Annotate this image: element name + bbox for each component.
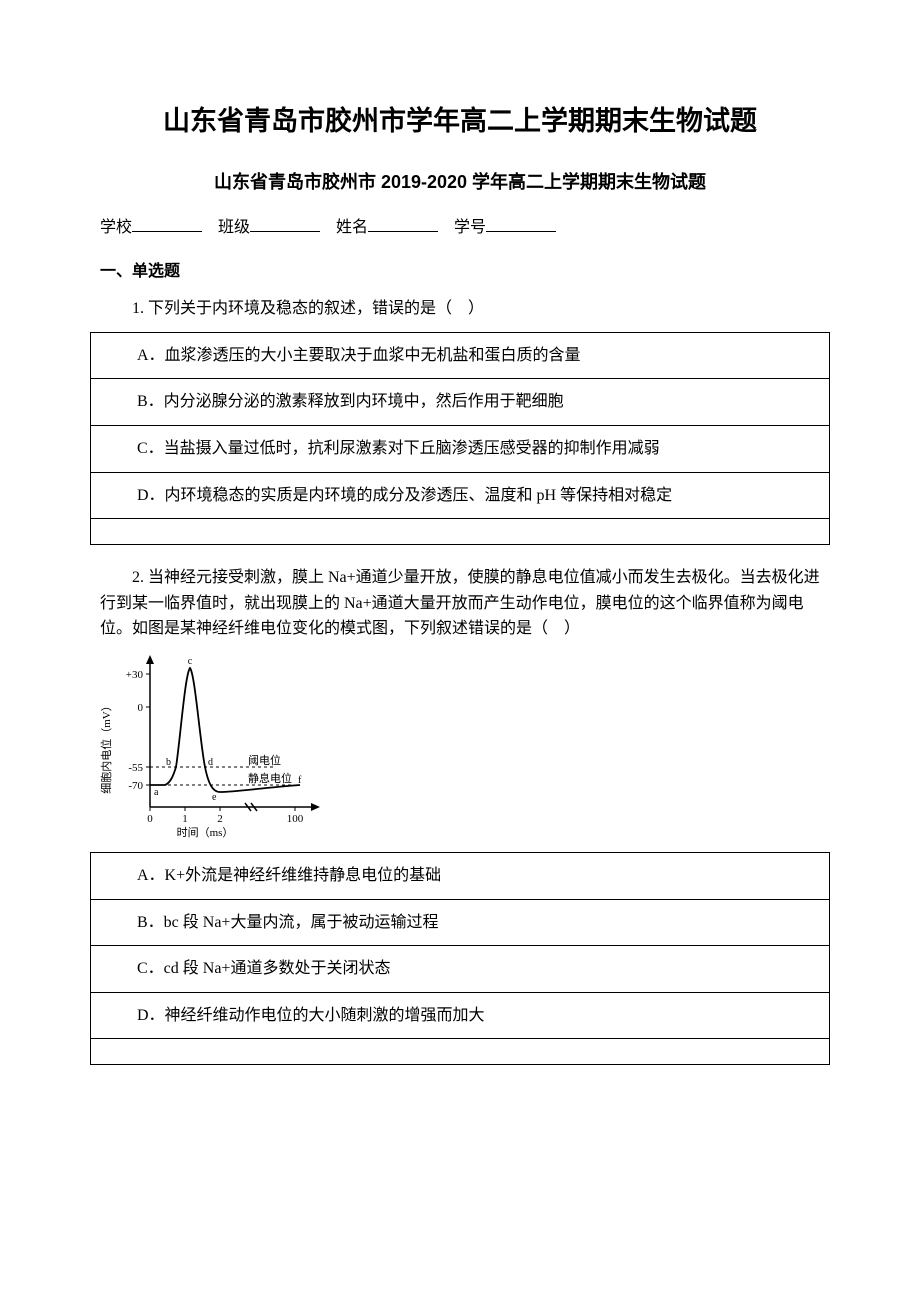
question-1-options: A．血浆渗透压的大小主要取决于血浆中无机盐和蛋白质的含量 B．内分泌腺分泌的激素… — [90, 332, 830, 545]
action-potential-chart: 细胞内电位（mV） +30 0 -55 -70 0 1 2 — [100, 652, 830, 842]
q1-option-a[interactable]: A．血浆渗透压的大小主要取决于血浆中无机盐和蛋白质的含量 — [91, 332, 830, 379]
point-a: a — [154, 787, 159, 798]
q2-option-d[interactable]: D．神经纤维动作电位的大小随刺激的增强而加大 — [91, 992, 830, 1039]
x-axis-label: 时间（ms） — [177, 826, 234, 839]
q2-option-b[interactable]: B．bc 段 Na+大量内流，属于被动运输过程 — [91, 899, 830, 946]
point-c: c — [188, 656, 193, 667]
chart-svg: 细胞内电位（mV） +30 0 -55 -70 0 1 2 — [100, 652, 330, 842]
point-e: e — [212, 792, 217, 803]
student-info-line: 学校 班级 姓名 学号 — [90, 215, 830, 241]
threshold-label: 阈电位 — [248, 753, 281, 767]
q1-empty-row — [91, 519, 830, 545]
y-tick-55: -55 — [128, 762, 143, 774]
id-label: 学号 — [454, 219, 486, 236]
question-2-text: 2. 当神经元接受刺激，膜上 Na+通道少量开放，使膜的静息电位值减小而发生去极… — [100, 565, 830, 642]
y-tick-30: +30 — [126, 669, 144, 681]
y-axis-label: 细胞内电位（mV） — [100, 700, 113, 794]
point-b: b — [166, 757, 171, 768]
x-tick-0: 0 — [147, 813, 153, 825]
class-blank[interactable] — [250, 231, 320, 232]
point-d: d — [208, 757, 213, 768]
q1-option-b[interactable]: B．内分泌腺分泌的激素释放到内环境中，然后作用于靶细胞 — [91, 379, 830, 426]
y-tick-0: 0 — [138, 702, 144, 714]
sub-title: 山东省青岛市胶州市 2019-2020 学年高二上学期期末生物试题 — [90, 168, 830, 197]
q2-empty-row — [91, 1039, 830, 1065]
section-header: 一、单选题 — [90, 259, 830, 285]
school-blank[interactable] — [132, 231, 202, 232]
school-label: 学校 — [100, 219, 132, 236]
q1-option-c[interactable]: C．当盐摄入量过低时，抗利尿激素对下丘脑渗透压感受器的抑制作用减弱 — [105, 436, 815, 462]
name-blank[interactable] — [368, 231, 438, 232]
name-label: 姓名 — [336, 219, 368, 236]
x-tick-1: 1 — [182, 813, 188, 825]
question-2-options: A．K+外流是神经纤维维持静息电位的基础 B．bc 段 Na+大量内流，属于被动… — [90, 852, 830, 1065]
q1-option-d[interactable]: D．内环境稳态的实质是内环境的成分及渗透压、温度和 pH 等保持相对稳定 — [105, 483, 815, 509]
x-tick-100: 100 — [287, 813, 304, 825]
id-blank[interactable] — [486, 231, 556, 232]
main-title: 山东省青岛市胶州市学年高二上学期期末生物试题 — [90, 100, 830, 143]
x-axis-arrow — [311, 803, 320, 811]
y-tick-70: -70 — [128, 780, 143, 792]
y-axis-arrow — [146, 655, 154, 664]
q2-option-a[interactable]: A．K+外流是神经纤维维持静息电位的基础 — [91, 852, 830, 899]
question-1-text: 1. 下列关于内环境及稳态的叙述，错误的是（ ） — [100, 296, 830, 322]
question-2: 2. 当神经元接受刺激，膜上 Na+通道少量开放，使膜的静息电位值减小而发生去极… — [90, 565, 830, 642]
q2-option-c[interactable]: C．cd 段 Na+通道多数处于关闭状态 — [91, 946, 830, 993]
question-1: 1. 下列关于内环境及稳态的叙述，错误的是（ ） — [90, 296, 830, 322]
point-f: f — [298, 775, 302, 786]
resting-label: 静息电位 — [248, 771, 292, 785]
x-tick-2: 2 — [217, 813, 223, 825]
class-label: 班级 — [218, 219, 250, 236]
